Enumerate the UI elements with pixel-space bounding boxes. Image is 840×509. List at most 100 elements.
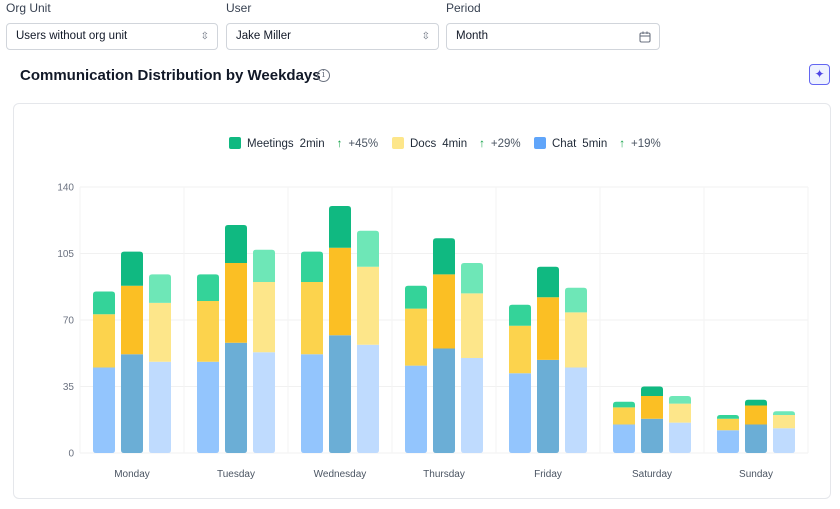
chevron-updown-icon: ⇳ — [421, 31, 430, 42]
sparkles-icon[interactable]: ✦ — [809, 64, 830, 85]
info-icon[interactable]: i — [317, 69, 330, 82]
chevron-updown-icon: ⇳ — [200, 31, 209, 42]
bar-segment-meetings — [537, 266, 559, 298]
legend-label: Docs — [410, 138, 437, 150]
calendar-icon[interactable] — [639, 24, 651, 53]
bar-segment-docs — [745, 405, 767, 425]
bar-segment-meetings — [745, 399, 767, 406]
user-filter: User — [226, 0, 251, 16]
bar-segment-chat — [669, 422, 691, 453]
bar-segment-docs — [93, 314, 115, 368]
bar-segment-docs — [773, 415, 795, 429]
bar-segment-chat — [773, 428, 795, 453]
bar-segment-docs — [253, 282, 275, 353]
bar-segment-meetings — [565, 287, 587, 313]
period-value: Month — [456, 30, 488, 42]
page-title: Communication Distribution by Weekdays — [20, 67, 321, 84]
legend-value: 2min — [299, 138, 325, 150]
bar-segment-meetings — [509, 304, 531, 326]
legend-swatch — [534, 137, 546, 149]
bar-segment-meetings — [149, 274, 171, 303]
bar-segment-meetings — [225, 225, 247, 263]
bar-segment-meetings — [329, 206, 351, 248]
bar-segment-docs — [225, 263, 247, 343]
bar-segment-chat — [329, 335, 351, 453]
y-tick-label: 140 — [57, 183, 74, 194]
bar-segment-docs — [509, 325, 531, 374]
bar-segment-chat — [93, 367, 115, 453]
bar-segment-docs — [433, 274, 455, 349]
bar-segment-chat — [253, 352, 275, 453]
bar-segment-meetings — [301, 251, 323, 282]
user-label: User — [226, 1, 252, 15]
bar-segment-docs — [121, 285, 143, 355]
bar-segment-docs — [329, 247, 351, 336]
legend-value: 4min — [442, 138, 468, 150]
x-tick-label: Sunday — [739, 469, 773, 480]
bar-segment-meetings — [357, 230, 379, 267]
bar-segment-chat — [613, 424, 635, 453]
bar-segment-docs — [537, 297, 559, 360]
x-tick-label: Wednesday — [314, 469, 367, 480]
bar-segment-meetings — [669, 396, 691, 404]
filter-bar: Org Unit Users without org unit ⇳ User J… — [0, 0, 840, 52]
bar-segment-docs — [613, 407, 635, 425]
legend-delta: +19% — [630, 138, 661, 150]
legend-label: Chat — [552, 138, 577, 150]
bar-segment-docs — [301, 282, 323, 355]
bar-segment-meetings — [613, 401, 635, 408]
bar-segment-meetings — [717, 415, 739, 419]
legend-value: 5min — [582, 138, 608, 150]
bar-segment-meetings — [433, 238, 455, 275]
bar-segment-chat — [301, 354, 323, 453]
bar-segment-meetings — [197, 274, 219, 301]
org-unit-value: Users without org unit — [16, 30, 128, 42]
legend-delta: +45% — [348, 138, 379, 150]
bar-segment-chat — [149, 361, 171, 453]
bar-segment-chat — [509, 373, 531, 453]
chart-header: Communication Distribution by Weekdays i… — [20, 64, 830, 90]
user-value: Jake Miller — [236, 30, 291, 42]
legend-item-docs[interactable]: Docs 4min ↑ +29% — [392, 136, 521, 152]
bar-segment-docs — [197, 301, 219, 362]
arrow-up-icon: ↑ — [479, 138, 485, 150]
y-tick-label: 105 — [57, 249, 74, 260]
arrow-up-icon: ↑ — [336, 138, 343, 150]
period-label: Period — [446, 1, 481, 15]
bar-segment-docs — [565, 312, 587, 368]
x-tick-label: Monday — [114, 469, 150, 480]
org-unit-filter: Org Unit — [6, 0, 51, 16]
bar-segment-docs — [641, 396, 663, 419]
period-filter: Period — [446, 0, 481, 16]
bar-segment-chat — [565, 367, 587, 453]
legend-swatch — [229, 137, 241, 149]
y-tick-label: 35 — [63, 382, 75, 393]
bar-segment-chat — [405, 365, 427, 453]
bar-segment-docs — [461, 293, 483, 358]
bar-segment-meetings — [641, 386, 663, 396]
legend-delta: +29% — [490, 138, 521, 150]
x-tick-label: Friday — [534, 469, 562, 480]
bar-segment-docs — [717, 418, 739, 431]
bar-segment-meetings — [93, 291, 115, 315]
period-select[interactable]: Month — [446, 23, 660, 50]
org-unit-label: Org Unit — [6, 1, 51, 15]
bar-segment-meetings — [405, 285, 427, 309]
bar-segment-meetings — [461, 263, 483, 294]
legend-swatch — [392, 137, 404, 149]
bar-segment-chat — [433, 348, 455, 453]
y-tick-label: 70 — [63, 316, 75, 327]
bar-segment-chat — [641, 418, 663, 453]
bar-segment-docs — [669, 403, 691, 423]
bar-segment-chat — [461, 358, 483, 453]
legend-item-meetings[interactable]: Meetings 2min ↑ +45% — [229, 136, 378, 152]
org-unit-select[interactable]: Users without org unit ⇳ — [6, 23, 218, 50]
user-select[interactable]: Jake Miller ⇳ — [226, 23, 439, 50]
x-tick-label: Thursday — [423, 469, 465, 480]
x-tick-label: Tuesday — [217, 469, 255, 480]
bar-segment-chat — [357, 344, 379, 453]
legend-item-chat[interactable]: Chat 5min ↑ +19% — [534, 136, 661, 152]
bar-segment-chat — [745, 424, 767, 453]
bar-segment-chat — [537, 359, 559, 453]
